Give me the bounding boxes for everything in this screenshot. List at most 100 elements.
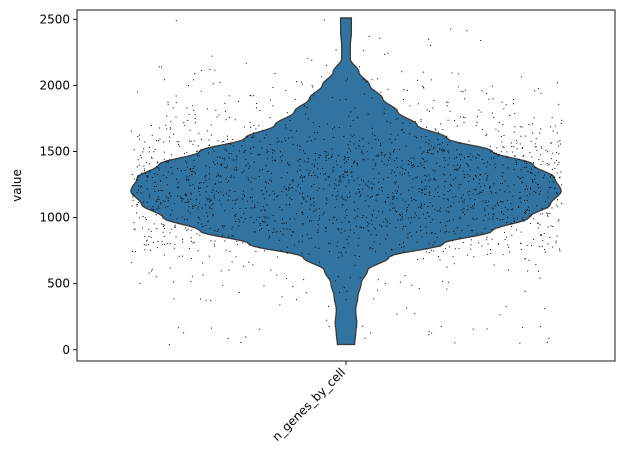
data-point: [469, 169, 471, 171]
data-point: [157, 174, 159, 176]
data-point: [295, 130, 297, 132]
data-point: [294, 218, 296, 220]
data-point: [325, 179, 327, 181]
data-point: [395, 210, 397, 212]
data-point: [359, 191, 361, 193]
data-point: [396, 166, 398, 168]
data-point: [231, 261, 233, 263]
data-point: [289, 184, 291, 186]
data-point: [259, 109, 261, 111]
data-point: [349, 229, 351, 231]
data-point: [209, 201, 211, 203]
data-point: [434, 146, 436, 148]
data-point: [429, 148, 431, 150]
data-point: [385, 238, 387, 240]
data-point: [423, 151, 425, 153]
data-point: [428, 252, 430, 254]
data-point: [190, 140, 192, 142]
data-point: [211, 191, 213, 193]
data-point: [490, 157, 492, 159]
data-point: [420, 120, 422, 122]
data-point: [284, 140, 286, 142]
data-point: [387, 193, 389, 195]
data-point: [403, 89, 405, 91]
data-point: [139, 154, 141, 156]
data-point: [175, 236, 177, 238]
data-point: [386, 164, 388, 166]
data-point: [494, 205, 496, 207]
data-point: [416, 241, 418, 243]
data-point: [488, 200, 490, 202]
data-point: [358, 140, 360, 142]
data-point: [197, 206, 199, 208]
data-point: [187, 199, 189, 201]
data-point: [359, 277, 361, 279]
data-point: [193, 79, 195, 81]
data-point: [427, 206, 429, 208]
data-point: [498, 121, 500, 123]
data-point: [150, 236, 152, 238]
data-point: [285, 90, 287, 92]
data-point: [353, 143, 355, 145]
data-point: [303, 198, 305, 200]
data-point: [473, 207, 475, 209]
data-point: [286, 188, 288, 190]
data-point: [160, 203, 162, 205]
data-point: [205, 224, 207, 226]
data-point: [406, 210, 408, 212]
data-point: [486, 239, 488, 241]
data-point: [556, 235, 558, 237]
data-point: [442, 148, 444, 150]
data-point: [362, 146, 364, 148]
data-point: [303, 105, 305, 107]
data-point: [233, 159, 235, 161]
data-point: [533, 162, 535, 164]
data-point: [420, 206, 422, 208]
data-point: [412, 178, 414, 180]
data-point: [378, 188, 380, 190]
data-point: [346, 171, 348, 173]
data-point: [148, 229, 150, 231]
data-point: [485, 199, 487, 201]
data-point: [279, 206, 281, 208]
data-point: [130, 130, 132, 132]
data-point: [229, 189, 231, 191]
data-point: [172, 107, 174, 109]
data-point: [192, 184, 194, 186]
data-point: [225, 111, 227, 113]
data-point: [426, 109, 428, 111]
data-point: [468, 194, 470, 196]
data-point: [166, 128, 168, 130]
data-point: [502, 219, 504, 221]
data-point: [465, 162, 467, 164]
data-point: [463, 157, 465, 159]
data-point: [389, 209, 391, 211]
data-point: [411, 164, 413, 166]
data-point: [260, 209, 262, 211]
data-point: [557, 220, 559, 222]
data-point: [416, 136, 418, 138]
data-point: [240, 217, 242, 219]
data-point: [462, 211, 464, 213]
data-point: [159, 202, 161, 204]
data-point: [163, 151, 165, 153]
data-point: [490, 186, 492, 188]
data-point: [258, 328, 260, 330]
data-point: [550, 142, 552, 144]
data-point: [335, 49, 337, 51]
data-point: [550, 126, 552, 128]
data-point: [431, 231, 433, 233]
data-point: [235, 199, 237, 201]
data-point: [132, 199, 134, 201]
data-point: [377, 279, 379, 281]
data-point: [296, 170, 298, 172]
data-point: [454, 342, 456, 344]
data-point: [392, 199, 394, 201]
data-point: [439, 148, 441, 150]
data-point: [209, 167, 211, 169]
data-point: [473, 219, 475, 221]
data-point: [289, 119, 291, 121]
data-point: [349, 141, 351, 143]
data-point: [323, 212, 325, 214]
data-point: [368, 230, 370, 232]
